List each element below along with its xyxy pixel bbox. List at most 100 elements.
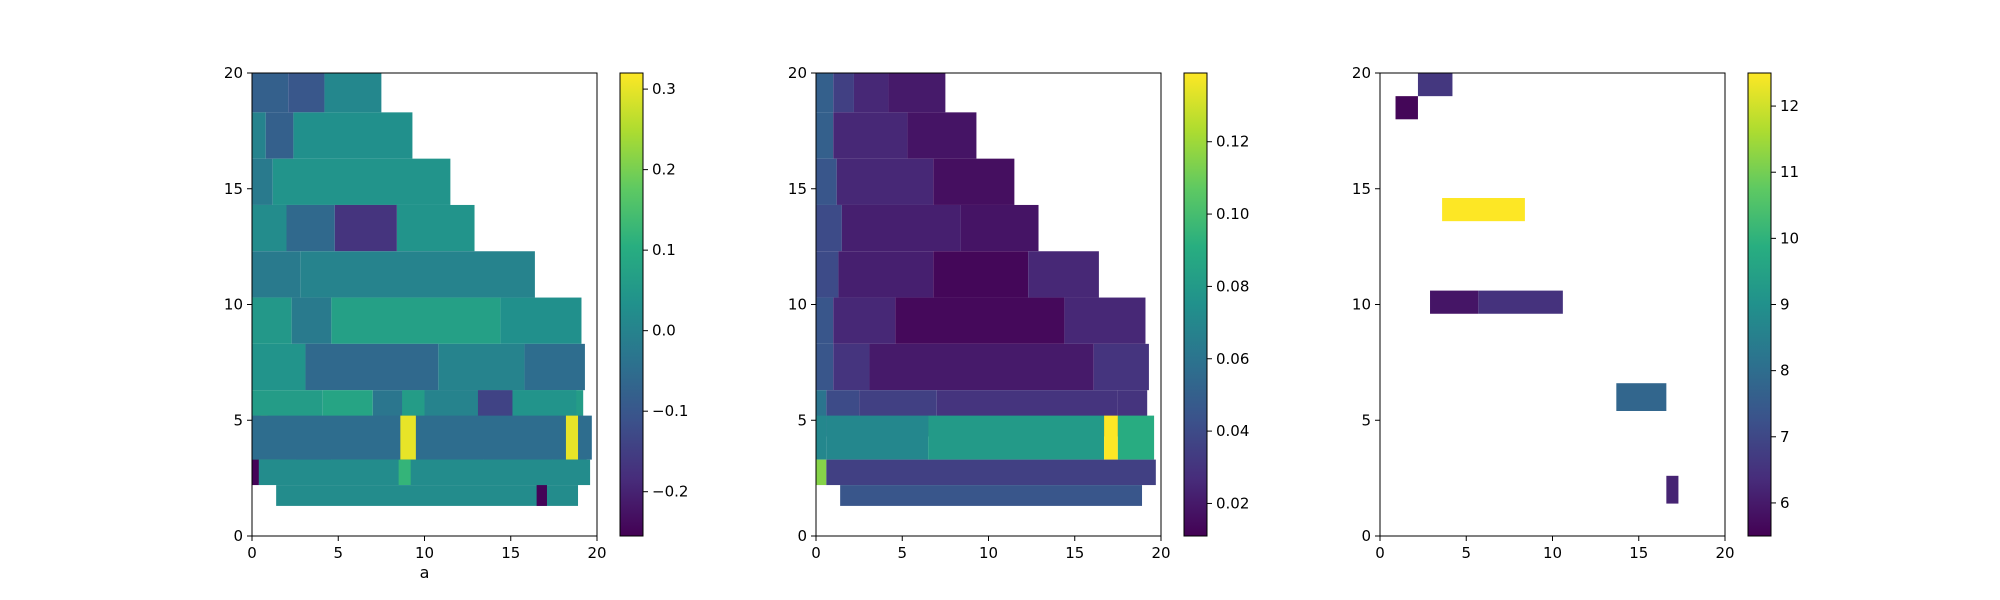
heatmap-cell [833, 297, 896, 344]
heatmap-cell [265, 112, 294, 159]
y-tick-label: 0 [233, 527, 243, 545]
heatmap-cell [252, 459, 259, 486]
heatmap-cell [816, 73, 834, 113]
heatmap-cell [816, 297, 834, 344]
y-tick-label: 10 [1352, 296, 1371, 314]
heatmap-cell [305, 343, 439, 391]
colorbar-3 [1747, 72, 1772, 537]
x-tick-label: 20 [1715, 544, 1734, 562]
heatmap-cell [816, 158, 837, 205]
colorbar-tick-label: 0.0 [652, 322, 676, 340]
colorbar-tick-label: 0.3 [652, 80, 676, 98]
colorbar-tick-label: 6 [1780, 494, 1790, 512]
heatmap-cell [252, 73, 289, 113]
heatmap-cell [252, 415, 592, 460]
colorbar-2 [1183, 72, 1208, 537]
x-tick-label: 0 [1375, 544, 1385, 562]
heatmap-cell [840, 485, 1143, 506]
heatmap-cell [272, 158, 451, 205]
y-axis-2: 0 5 10 15 20 [788, 64, 816, 545]
heatmap-cell [836, 158, 934, 205]
heatmap-cell [300, 251, 535, 298]
panel-3: 0 5 10 15 20 0 5 10 15 20 6 7 8 9 10 11 12 [1352, 64, 1799, 562]
x-axis-2: 0 5 10 15 20 [811, 536, 1171, 562]
heatmap-cell [816, 415, 827, 460]
heatmap-cell [1093, 343, 1149, 391]
heatmap-cell [816, 343, 834, 391]
heatmap-cell [288, 73, 325, 113]
heatmap-cell [907, 112, 977, 159]
x-tick-label: 15 [501, 544, 520, 562]
heatmap-cell [833, 73, 854, 113]
y-tick-label: 15 [788, 180, 807, 198]
x-tick-label: 10 [979, 544, 998, 562]
colorbar-tick-label: 11 [1780, 163, 1799, 181]
heatmap-cell [524, 343, 585, 391]
colorbar-tick-label: 0.10 [1216, 205, 1249, 223]
heatmap-cell [1430, 290, 1479, 314]
x-tick-label: 15 [1629, 544, 1648, 562]
panel-1: 0 5 10 15 20 0 5 10 15 20 a −0.2 −0.1 0.0 0.1 0.2 0.3 [224, 64, 689, 582]
heatmap-cells-2 [816, 73, 1156, 506]
heatmap-cell [1478, 290, 1563, 314]
heatmap-cells-3 [1395, 73, 1679, 504]
heatmap-cell [334, 204, 397, 252]
heatmap-cell [833, 343, 870, 391]
colorbar-tick-label: −0.2 [652, 483, 688, 501]
x-tick-label: 10 [1543, 544, 1562, 562]
colorbar-tick-label: 0.04 [1216, 422, 1249, 440]
heatmap-cell [928, 415, 1105, 460]
y-tick-label: 15 [224, 180, 243, 198]
heatmap-cell [826, 459, 1156, 486]
heatmap-cell [816, 112, 834, 159]
heatmap-cell [933, 158, 1015, 205]
heatmap-cell [252, 204, 287, 252]
heatmap-cell [565, 415, 579, 460]
x-tick-label: 0 [811, 544, 821, 562]
y-tick-label: 15 [1352, 180, 1371, 198]
x-axis-3: 0 5 10 15 20 [1375, 536, 1735, 562]
colorbar-tick-label: 0.02 [1216, 494, 1249, 512]
heatmap-cell [1028, 251, 1099, 298]
x-tick-label: 0 [247, 544, 257, 562]
y-tick-label: 5 [797, 411, 807, 429]
heatmap-cell [1104, 415, 1118, 460]
heatmap-cell [291, 297, 332, 344]
colorbar-tick-label: 0.06 [1216, 350, 1249, 368]
heatmap-cell [252, 297, 292, 344]
x-tick-label: 20 [587, 544, 606, 562]
heatmap-cell [960, 204, 1039, 252]
y-axis-3: 0 5 10 15 20 [1352, 64, 1380, 545]
heatmap-cell [1417, 73, 1453, 97]
heatmap-cell [1616, 383, 1667, 411]
y-tick-label: 5 [233, 411, 243, 429]
heatmap-cell [816, 204, 842, 252]
y-tick-label: 5 [1361, 411, 1371, 429]
heatmap-cell [252, 112, 266, 159]
heatmap-cell [838, 251, 934, 298]
heatmap-cells-1 [252, 73, 592, 506]
heatmap-cell [324, 73, 382, 113]
colorbar-tick-label: 7 [1780, 428, 1790, 446]
y-tick-label: 20 [224, 64, 243, 82]
y-tick-label: 10 [788, 296, 807, 314]
heatmap-cell [293, 112, 413, 159]
colorbar-ticks-2: 0.02 0.04 0.06 0.08 0.10 0.12 [1207, 133, 1249, 512]
colorbar-tick-label: 8 [1780, 362, 1790, 380]
colorbar-1 [619, 72, 644, 537]
colorbar-ticks-1: −0.2 −0.1 0.0 0.1 0.2 0.3 [643, 80, 688, 501]
heatmap-cell [286, 204, 335, 252]
heatmap-cell [400, 415, 416, 460]
heatmap-cell [500, 297, 582, 344]
heatmap-cell [396, 204, 475, 252]
x-tick-label: 15 [1065, 544, 1084, 562]
heatmap-cell [816, 251, 839, 298]
heatmap-cell [1442, 198, 1525, 222]
heatmap-cell [252, 251, 301, 298]
x-tick-label: 10 [415, 544, 434, 562]
heatmap-cell [841, 204, 961, 252]
heatmap-cell [1064, 297, 1146, 344]
heatmap-cell [398, 459, 411, 486]
heatmap-cell [1117, 415, 1155, 460]
